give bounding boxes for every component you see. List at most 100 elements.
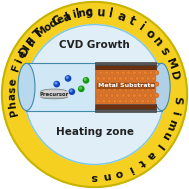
Circle shape (127, 82, 131, 86)
Circle shape (121, 94, 125, 97)
Circle shape (79, 86, 84, 91)
Circle shape (119, 77, 122, 80)
Circle shape (107, 88, 111, 92)
Circle shape (124, 99, 128, 103)
Circle shape (84, 78, 86, 80)
Circle shape (25, 25, 164, 164)
Circle shape (107, 99, 111, 103)
Circle shape (80, 87, 81, 89)
Circle shape (130, 88, 133, 92)
Circle shape (65, 76, 71, 81)
Text: F: F (11, 63, 23, 73)
Circle shape (143, 71, 147, 75)
Circle shape (119, 99, 122, 103)
Text: l: l (75, 7, 81, 21)
Circle shape (127, 71, 131, 75)
Circle shape (69, 89, 74, 94)
Circle shape (138, 71, 142, 75)
Text: u: u (95, 6, 105, 19)
Ellipse shape (41, 95, 67, 99)
Circle shape (141, 88, 145, 92)
Circle shape (155, 82, 158, 86)
Text: l: l (64, 12, 70, 22)
Circle shape (132, 71, 136, 75)
Text: e: e (17, 49, 29, 60)
Circle shape (110, 94, 114, 97)
Circle shape (99, 94, 103, 97)
Circle shape (143, 82, 147, 86)
Circle shape (135, 77, 139, 80)
Text: a: a (7, 93, 17, 101)
Text: F: F (24, 35, 39, 49)
Text: C: C (50, 13, 64, 29)
Circle shape (107, 77, 111, 80)
Circle shape (135, 99, 139, 103)
Circle shape (124, 77, 128, 80)
Text: s: s (91, 172, 98, 182)
Text: n: n (102, 170, 112, 181)
Text: i: i (126, 163, 134, 174)
Text: h: h (8, 100, 18, 108)
Text: g: g (85, 7, 93, 18)
Circle shape (141, 99, 145, 103)
Text: i: i (14, 57, 25, 65)
Circle shape (146, 77, 150, 80)
Circle shape (143, 94, 147, 97)
Circle shape (132, 82, 136, 86)
Text: s: s (157, 45, 172, 57)
Circle shape (96, 88, 100, 92)
Text: o: o (42, 21, 53, 33)
Text: e: e (55, 14, 66, 26)
Bar (26, 63, 162, 111)
Circle shape (135, 88, 139, 92)
Text: n: n (77, 8, 86, 19)
Circle shape (121, 82, 125, 86)
Circle shape (96, 77, 100, 80)
Text: m: m (164, 117, 178, 131)
Circle shape (2, 2, 187, 187)
Circle shape (54, 81, 59, 87)
Circle shape (155, 71, 158, 75)
Circle shape (116, 71, 120, 75)
Text: d: d (25, 36, 37, 48)
Circle shape (110, 82, 114, 86)
Bar (95, 65, 156, 70)
Circle shape (121, 71, 125, 75)
Circle shape (132, 94, 136, 97)
Text: o: o (114, 167, 124, 179)
Circle shape (105, 94, 108, 97)
Text: i: i (71, 10, 77, 20)
Text: i: i (136, 21, 147, 33)
Text: a: a (145, 148, 157, 161)
Circle shape (149, 94, 153, 97)
Ellipse shape (41, 89, 67, 94)
Circle shape (55, 82, 57, 84)
Circle shape (66, 77, 68, 78)
Bar (95, 109, 156, 112)
Circle shape (116, 94, 120, 97)
Text: Heating zone: Heating zone (56, 127, 133, 137)
Bar (95, 104, 156, 109)
Text: c: c (85, 6, 93, 19)
Text: s: s (7, 86, 18, 93)
Circle shape (99, 71, 103, 75)
Text: a: a (61, 9, 73, 24)
Circle shape (130, 77, 133, 80)
Circle shape (141, 77, 145, 80)
Bar (95, 70, 156, 104)
Text: D: D (17, 43, 33, 59)
Circle shape (138, 94, 142, 97)
Text: d: d (48, 17, 59, 29)
Text: S: S (171, 96, 182, 104)
Ellipse shape (18, 63, 35, 111)
Text: o: o (143, 26, 157, 41)
Circle shape (102, 99, 106, 103)
Circle shape (127, 94, 131, 97)
Circle shape (83, 78, 89, 83)
Circle shape (102, 77, 106, 80)
Circle shape (102, 88, 106, 92)
Text: n: n (150, 35, 165, 49)
Circle shape (155, 94, 158, 97)
Bar (95, 62, 156, 65)
Circle shape (130, 99, 133, 103)
